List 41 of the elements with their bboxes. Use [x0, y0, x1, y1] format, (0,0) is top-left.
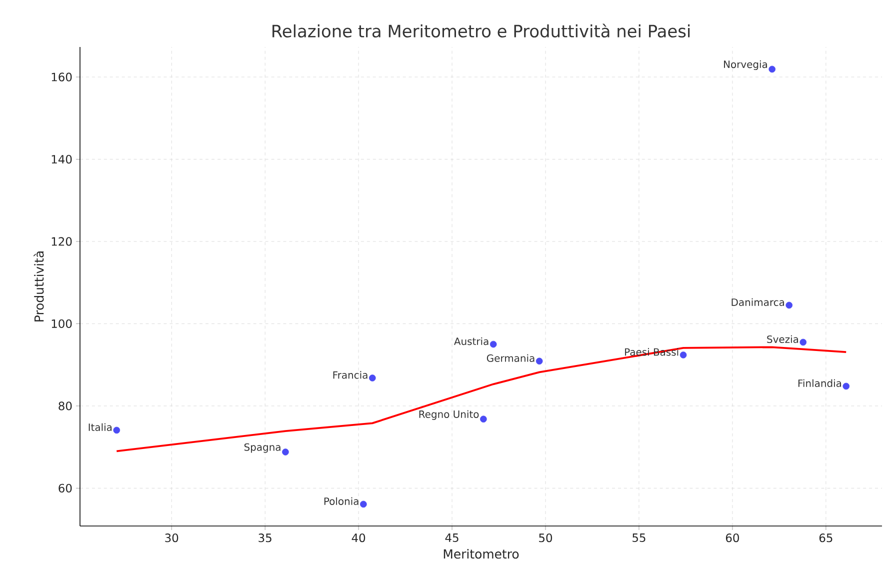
x-tick-label: 65	[819, 534, 832, 542]
annotation: Norvegia	[724, 60, 767, 70]
annotation: Svezia	[767, 335, 798, 344]
annotation: Francia	[333, 371, 368, 379]
x-tick-label: 55	[632, 534, 646, 542]
point	[113, 426, 120, 434]
chart-title: Relazione tra Meritometro e Produttività nei Paesi	[272, 24, 690, 38]
point	[786, 302, 792, 309]
x-axis-title: Meritometro	[444, 549, 519, 559]
y-tick-label: 120	[52, 237, 72, 246]
point	[842, 382, 850, 390]
annotation: Austria	[454, 337, 488, 346]
point	[800, 338, 807, 346]
x-tick-label: 40	[352, 534, 366, 542]
x-tick-label: 30	[165, 534, 178, 542]
point	[536, 358, 543, 365]
annotation: Polonia	[324, 497, 358, 506]
y-tick-label: 100	[52, 319, 72, 328]
point	[768, 66, 776, 73]
annotation: Regno Unito	[419, 410, 479, 420]
x-tick-label: 50	[539, 534, 552, 542]
point	[282, 448, 289, 456]
y-tick-label: 160	[52, 72, 72, 82]
point	[490, 340, 497, 348]
x-tick-label: 60	[726, 534, 739, 542]
x-tick-label: 45	[445, 534, 458, 542]
annotation: Danimarca	[732, 298, 784, 306]
y-tick-label: 60	[58, 484, 72, 492]
y-axis-title: Produttività	[34, 252, 44, 322]
line-series	[116, 346, 848, 452]
y-tick-label: 140	[52, 154, 72, 164]
annotation: Italia	[88, 423, 112, 431]
annotation: Germania	[486, 354, 534, 362]
point	[368, 374, 376, 382]
annotation: Finlandia	[798, 379, 842, 388]
point	[480, 416, 487, 422]
point	[360, 500, 367, 508]
annotation: Spagna	[244, 443, 280, 453]
point	[680, 352, 687, 358]
y-tick-label: 80	[58, 402, 72, 410]
x-tick-label: 35	[258, 534, 272, 542]
